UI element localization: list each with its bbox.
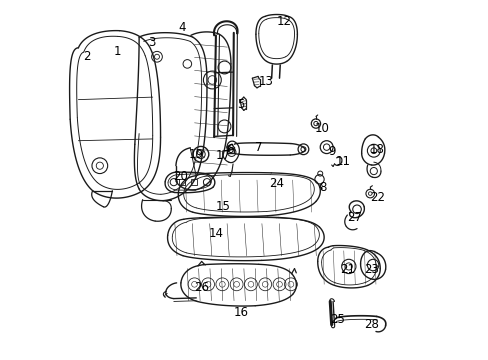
Bar	[179, 179, 185, 185]
Text: 24: 24	[268, 177, 284, 190]
Text: 21: 21	[340, 263, 355, 276]
Text: 28: 28	[363, 318, 378, 331]
Text: 12: 12	[276, 14, 291, 27]
Text: 18: 18	[368, 143, 384, 156]
Text: 17: 17	[215, 149, 230, 162]
Text: 20: 20	[172, 170, 187, 183]
Text: 5: 5	[237, 99, 244, 112]
Text: 25: 25	[329, 313, 344, 326]
Text: 3: 3	[148, 36, 155, 49]
Text: 10: 10	[314, 122, 329, 135]
Text: 11: 11	[335, 155, 349, 168]
Text: 8: 8	[319, 181, 326, 194]
Text: 15: 15	[215, 200, 230, 213]
Text: 2: 2	[82, 50, 90, 63]
Text: 1: 1	[114, 45, 121, 58]
Bar	[190, 179, 196, 185]
Text: 9: 9	[327, 145, 335, 158]
Text: 14: 14	[208, 227, 223, 240]
Text: 7: 7	[255, 141, 262, 154]
Text: 13: 13	[258, 75, 273, 88]
Text: 26: 26	[194, 281, 209, 294]
Text: 27: 27	[346, 211, 361, 224]
Text: 23: 23	[363, 263, 378, 276]
Text: 6: 6	[225, 143, 233, 156]
Text: 19: 19	[188, 148, 203, 162]
Text: 22: 22	[369, 191, 384, 204]
Text: 4: 4	[178, 21, 185, 33]
Text: 16: 16	[233, 306, 248, 319]
